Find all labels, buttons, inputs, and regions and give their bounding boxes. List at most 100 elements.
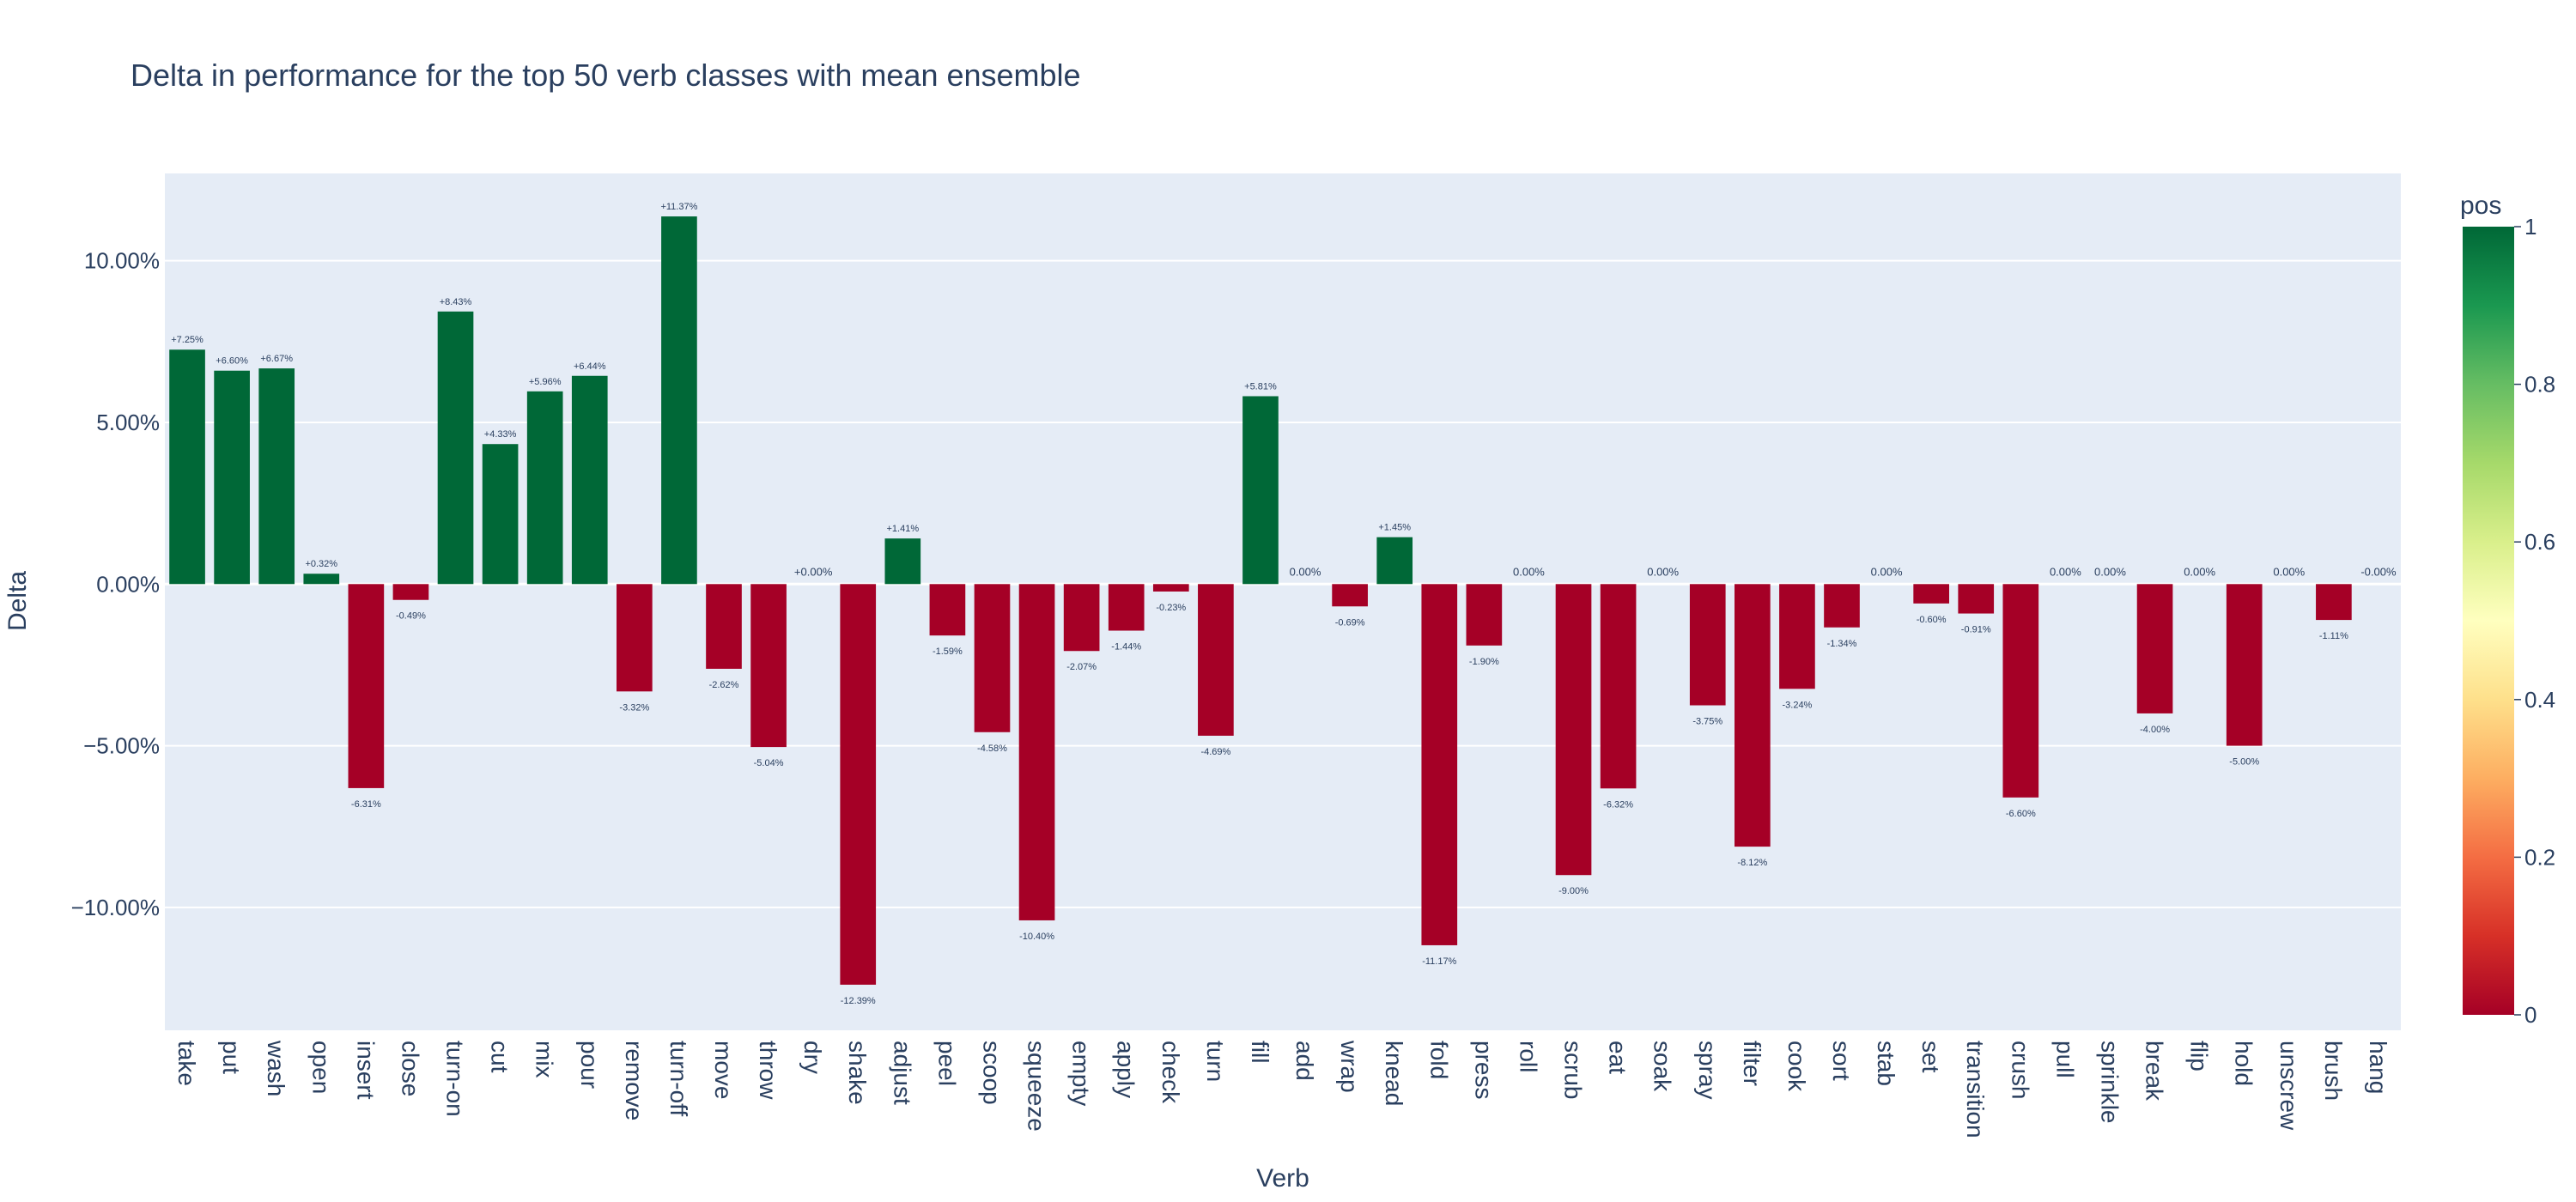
- data-label: +1.41%: [887, 524, 920, 534]
- bar: [1555, 584, 1592, 876]
- x-tick-label: sprinkle: [2096, 1041, 2123, 1123]
- x-tick-label: take: [173, 1041, 200, 1086]
- bars: +7.25% +6.60% +6.67% +0.32% -6.31% -0.49% +8.4…: [169, 202, 2397, 1006]
- data-label: -3.75%: [1692, 717, 1722, 727]
- x-tick-label: transition: [1962, 1041, 1989, 1138]
- x-tick-label: move: [710, 1041, 737, 1099]
- bar: [1242, 396, 1279, 585]
- data-label: +1.45%: [1378, 523, 1411, 533]
- data-label: 0.00%: [1647, 565, 1679, 578]
- x-tick-label: soak: [1649, 1041, 1676, 1092]
- x-tick-label: squeeze: [1024, 1041, 1050, 1132]
- data-label: +5.96%: [529, 377, 562, 387]
- data-label: -6.31%: [351, 799, 381, 810]
- x-tick-label: pour: [576, 1041, 603, 1089]
- data-label: -0.49%: [396, 611, 426, 622]
- data-label: -0.69%: [1335, 617, 1365, 628]
- bar: [1063, 584, 1100, 652]
- data-label: -1.34%: [1827, 639, 1857, 649]
- x-tick-label: hang: [2365, 1041, 2391, 1094]
- colorbar-tick-label: 0.6: [2524, 529, 2555, 555]
- data-label: +11.37%: [660, 202, 697, 212]
- x-tick-label: flip: [2186, 1041, 2213, 1071]
- bar: [2136, 584, 2173, 713]
- data-label: -8.12%: [1737, 858, 1767, 868]
- x-tick-label: fill: [1247, 1041, 1273, 1063]
- bar: [303, 574, 340, 585]
- data-label: +8.43%: [440, 297, 472, 307]
- colorbar-ticks: 0 0.2 0.4 0.6 0.8 1: [2514, 214, 2555, 1028]
- data-label: 0.00%: [1871, 565, 1903, 578]
- x-tick-label: crush: [2007, 1041, 2033, 1099]
- x-tick-label: eat: [1605, 1041, 1631, 1074]
- data-label: -2.07%: [1066, 662, 1097, 672]
- bar: [1958, 584, 1995, 614]
- data-label: +7.25%: [171, 335, 204, 345]
- colorbar-tick-label: 0.8: [2524, 372, 2555, 398]
- bar: [1018, 584, 1055, 920]
- colorbar-tick-label: 0.2: [2524, 844, 2555, 870]
- data-label: -0.91%: [1961, 625, 1991, 635]
- x-tick-label: filter: [1739, 1041, 1765, 1086]
- data-label: -4.00%: [2140, 725, 2170, 735]
- x-tick-label: hold: [2231, 1041, 2257, 1086]
- bar: [2002, 584, 2039, 798]
- bar: [1198, 584, 1234, 736]
- data-label: +0.00%: [794, 565, 833, 578]
- y-axis-ticks: −10.00% −5.00% 0.00% 5.00% 10.00%: [71, 248, 160, 920]
- data-label: -6.32%: [1603, 799, 1633, 810]
- colorbar-title: pos: [2460, 191, 2501, 220]
- x-axis-title: Verb: [1256, 1164, 1309, 1193]
- data-label: 0.00%: [2273, 565, 2305, 578]
- y-tick-label: 10.00%: [84, 248, 160, 274]
- bar: [348, 584, 385, 788]
- bar: [617, 584, 653, 692]
- data-label: -2.62%: [709, 680, 739, 690]
- x-tick-label: unscrew: [2275, 1041, 2302, 1131]
- x-tick-label: dry: [799, 1041, 826, 1074]
- x-tick-label: turn: [1202, 1041, 1229, 1082]
- x-tick-label: break: [2142, 1041, 2168, 1102]
- data-label: -1.44%: [1111, 642, 1141, 653]
- bar: [750, 584, 787, 748]
- x-tick-label: put: [218, 1041, 245, 1074]
- bar: [482, 444, 519, 585]
- x-tick-label: cut: [487, 1041, 513, 1073]
- bar: [1913, 584, 1949, 604]
- x-tick-label: turn-on: [442, 1041, 469, 1117]
- x-tick-label: press: [1470, 1041, 1497, 1099]
- x-tick-label: turn-off: [665, 1041, 692, 1116]
- data-label: +5.81%: [1244, 381, 1277, 392]
- x-tick-label: apply: [1113, 1041, 1139, 1098]
- bar: [884, 538, 921, 585]
- bar: [661, 216, 697, 585]
- x-tick-label: remove: [621, 1041, 647, 1120]
- data-label: -12.39%: [841, 996, 876, 1006]
- x-tick-label: close: [397, 1041, 423, 1096]
- data-label: -6.60%: [2006, 809, 2036, 819]
- data-label: 0.00%: [1290, 565, 1321, 578]
- y-tick-label: −10.00%: [71, 895, 160, 920]
- bar: [1735, 584, 1771, 847]
- data-label: 0.00%: [2050, 565, 2081, 578]
- x-tick-label: insert: [352, 1041, 379, 1100]
- x-tick-label: adjust: [889, 1041, 915, 1105]
- x-tick-label: pull: [2051, 1041, 2078, 1078]
- bar: [571, 375, 608, 585]
- bar: [1332, 584, 1368, 607]
- data-label: -0.60%: [1917, 615, 1947, 625]
- x-axis-ticks: take put wash open insert close turn-on cut mix p…: [173, 1040, 2391, 1138]
- x-tick-label: sort: [1828, 1041, 1855, 1081]
- colorbar-tick-label: 0.4: [2524, 687, 2555, 713]
- x-tick-label: throw: [755, 1041, 781, 1100]
- data-label: -5.00%: [2229, 757, 2259, 768]
- bar: [974, 584, 1011, 732]
- bar: [258, 368, 295, 585]
- data-label: -9.00%: [1558, 886, 1589, 896]
- data-label: +4.33%: [484, 429, 517, 440]
- bar: [1108, 584, 1145, 631]
- bar: [437, 311, 474, 585]
- bar: [1152, 584, 1189, 592]
- bar: [840, 584, 877, 985]
- data-label: -3.32%: [619, 702, 649, 713]
